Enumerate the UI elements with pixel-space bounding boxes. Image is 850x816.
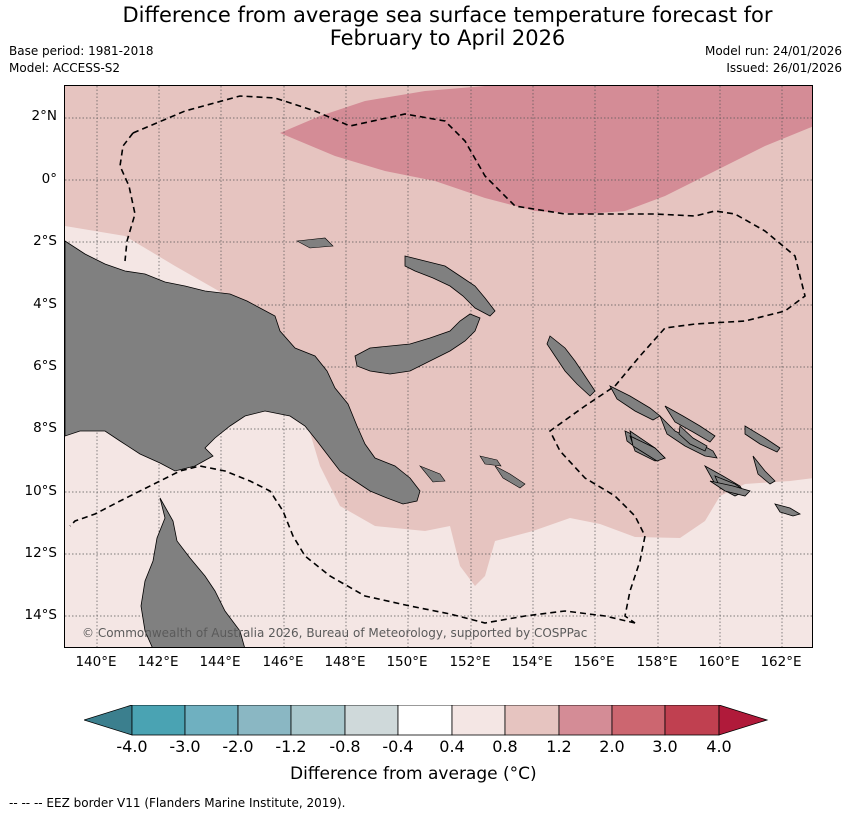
lon-label-140e: 140°E	[75, 654, 117, 670]
colorbar-bin	[237, 705, 292, 736]
malaita-north-island	[678, 425, 708, 452]
colorbar-tick: 4.0	[706, 737, 732, 756]
solomon-islet-3	[709, 480, 751, 497]
milne-bay-island	[494, 465, 526, 489]
colorbar-tick: -0.8	[329, 737, 361, 756]
lat-label-4s: 4°S	[33, 296, 57, 312]
title-line-2: February to April 2026	[329, 26, 566, 50]
colorbar-tick: -4.0	[116, 737, 148, 756]
colorbar-tick: -0.4	[382, 737, 414, 756]
colorbar-tick: -1.2	[275, 737, 307, 756]
solomon-islet-2	[629, 430, 666, 462]
lon-label-152e: 152°E	[449, 654, 491, 670]
cape-york-landmass	[140, 497, 245, 647]
lon-label-142e: 142°E	[137, 654, 179, 670]
rennell-island	[752, 455, 776, 485]
base-period: Base period: 1981-2018	[9, 44, 154, 58]
lon-label-146e: 146°E	[262, 654, 304, 670]
colorbar-bin	[558, 705, 613, 736]
colorbar-bin	[611, 705, 666, 736]
title-line-1: Difference from average sea surface temp…	[122, 3, 773, 27]
lon-label-162e: 162°E	[760, 654, 802, 670]
map-title: Difference from average sea surface temp…	[0, 4, 850, 50]
lat-label-2s: 2°S	[33, 233, 57, 249]
lon-label-156e: 156°E	[573, 654, 615, 670]
colorbar-tick: 0.8	[492, 737, 518, 756]
lat-label-10s: 10°S	[24, 483, 58, 499]
colorbar-bin	[344, 705, 399, 736]
lat-label-2n: 2°N	[31, 108, 57, 124]
map-svg	[65, 86, 812, 647]
colorbar-tick: 3.0	[652, 737, 678, 756]
model-name: Model: ACCESS-S2	[9, 61, 121, 75]
new-guinea-landmass	[65, 240, 421, 505]
malaita-island	[744, 425, 781, 453]
lon-label-150e: 150°E	[386, 654, 428, 670]
colorbar-extend-high	[718, 705, 769, 736]
colorbar-tick: -3.0	[169, 737, 201, 756]
new-ireland-island	[404, 255, 496, 317]
lon-label-158e: 158°E	[636, 654, 678, 670]
colorbar	[84, 705, 769, 736]
lat-label-14s: 14°S	[24, 607, 58, 623]
lat-label-0: 0°	[41, 171, 57, 187]
lon-label-154e: 154°E	[511, 654, 553, 670]
lat-label-8s: 8°S	[33, 420, 57, 436]
colorbar-tick: 2.0	[599, 737, 625, 756]
lon-label-148e: 148°E	[324, 654, 366, 670]
trobriand-island	[479, 455, 502, 467]
manus-island	[296, 237, 334, 249]
colorbar-bin	[184, 705, 239, 736]
new-britain-island	[354, 313, 481, 375]
lat-label-12s: 12°S	[24, 545, 58, 561]
meta-left: Base period: 1981-2018 Model: ACCESS-S2	[9, 43, 154, 77]
colorbar-bin	[451, 705, 506, 736]
meta-right: Model run: 24/01/2026 Issued: 26/01/2026	[705, 43, 842, 77]
choiseul-island	[609, 385, 661, 421]
colorbar-bin	[290, 705, 346, 736]
colorbar-bin	[664, 705, 720, 736]
guadalcanal-island	[664, 405, 716, 443]
colorbar-bin	[504, 705, 560, 736]
copyright-notice: © Commonwealth of Australia 2026, Bureau…	[82, 626, 588, 640]
colorbar-tick: -2.0	[222, 737, 254, 756]
colorbar-tick: 1.2	[546, 737, 572, 756]
lon-label-160e: 160°E	[698, 654, 740, 670]
dentrecasteaux-island	[419, 465, 446, 483]
issued-date: Issued: 26/01/2026	[726, 61, 842, 75]
colorbar-tick: 0.4	[439, 737, 465, 756]
colorbar-extend-low	[84, 705, 133, 736]
santa-cruz-island	[774, 503, 801, 517]
lat-label-6s: 6°S	[33, 358, 57, 374]
map-panel	[64, 85, 813, 648]
bougainville-island	[546, 335, 596, 397]
lon-label-144e: 144°E	[199, 654, 241, 670]
eez-legend-note: -- -- -- EEZ border V11 (Flanders Marine…	[9, 796, 346, 810]
model-run: Model run: 24/01/2026	[704, 44, 842, 58]
colorbar-label: Difference from average (°C)	[290, 764, 537, 784]
eez-borders	[69, 95, 806, 624]
colorbar-bin	[131, 705, 186, 736]
colorbar-bin	[397, 705, 453, 736]
